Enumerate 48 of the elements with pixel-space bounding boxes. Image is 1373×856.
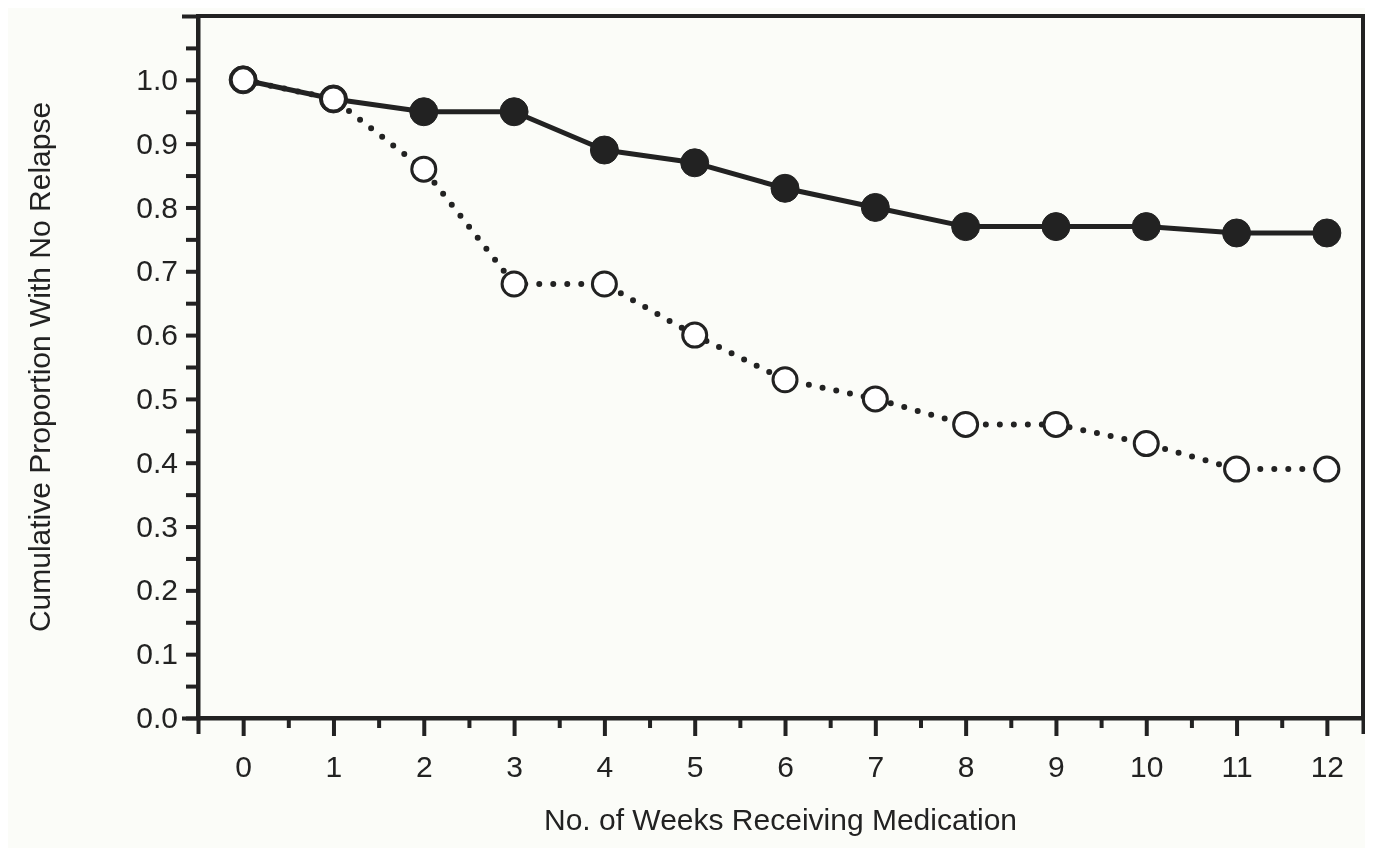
y-axis-title: Cumulative Proportion With No Relapse <box>23 101 56 633</box>
point <box>1223 455 1251 483</box>
x-tick-label: 4 <box>596 750 614 784</box>
point <box>1041 212 1071 242</box>
point <box>590 270 618 298</box>
x-tick-label: 8 <box>957 750 975 784</box>
x-tick-label: 1 <box>325 750 343 784</box>
x-tick-label: 10 <box>1130 750 1164 784</box>
y-tick-label: 0.3 <box>136 509 178 543</box>
y-tick-label: 0.2 <box>136 573 178 607</box>
x-tick-label: 7 <box>867 750 885 784</box>
point <box>860 192 890 222</box>
x-tick-label: 6 <box>777 750 794 784</box>
x-tick-label: 9 <box>1048 750 1065 784</box>
point <box>409 97 439 127</box>
point <box>952 410 980 438</box>
point <box>1222 218 1252 248</box>
y-tick-label: 0.0 <box>136 701 178 735</box>
point <box>951 212 981 242</box>
x-tick-label: 3 <box>506 750 523 784</box>
point <box>500 270 528 298</box>
point <box>771 366 799 394</box>
point <box>410 155 438 183</box>
point <box>861 385 889 413</box>
point <box>1313 455 1341 483</box>
x-tick-label: 5 <box>686 750 704 784</box>
point <box>1042 410 1070 438</box>
point <box>681 321 709 349</box>
point <box>770 173 800 203</box>
x-tick-label: 2 <box>415 750 433 784</box>
x-axis-title: No. of Weeks Receiving Medication <box>544 803 1017 836</box>
point <box>1312 218 1342 248</box>
y-tick-label: 0.7 <box>136 254 178 288</box>
y-tick-label: 0.5 <box>136 382 178 416</box>
y-tick-label: 1.0 <box>136 62 178 96</box>
point <box>499 97 529 127</box>
point <box>680 148 710 178</box>
point <box>1132 430 1160 458</box>
y-tick-label: 0.4 <box>136 445 178 479</box>
y-tick-label: 0.6 <box>136 318 178 352</box>
point <box>1131 212 1161 242</box>
point <box>589 135 619 165</box>
y-tick-label: 0.1 <box>136 637 178 671</box>
x-tick-label: 11 <box>1221 750 1253 784</box>
x-tick-label: 0 <box>235 750 252 784</box>
x-tick-label: 12 <box>1310 750 1345 784</box>
y-tick-label: 0.9 <box>136 126 178 160</box>
y-tick-label: 0.8 <box>136 190 178 224</box>
